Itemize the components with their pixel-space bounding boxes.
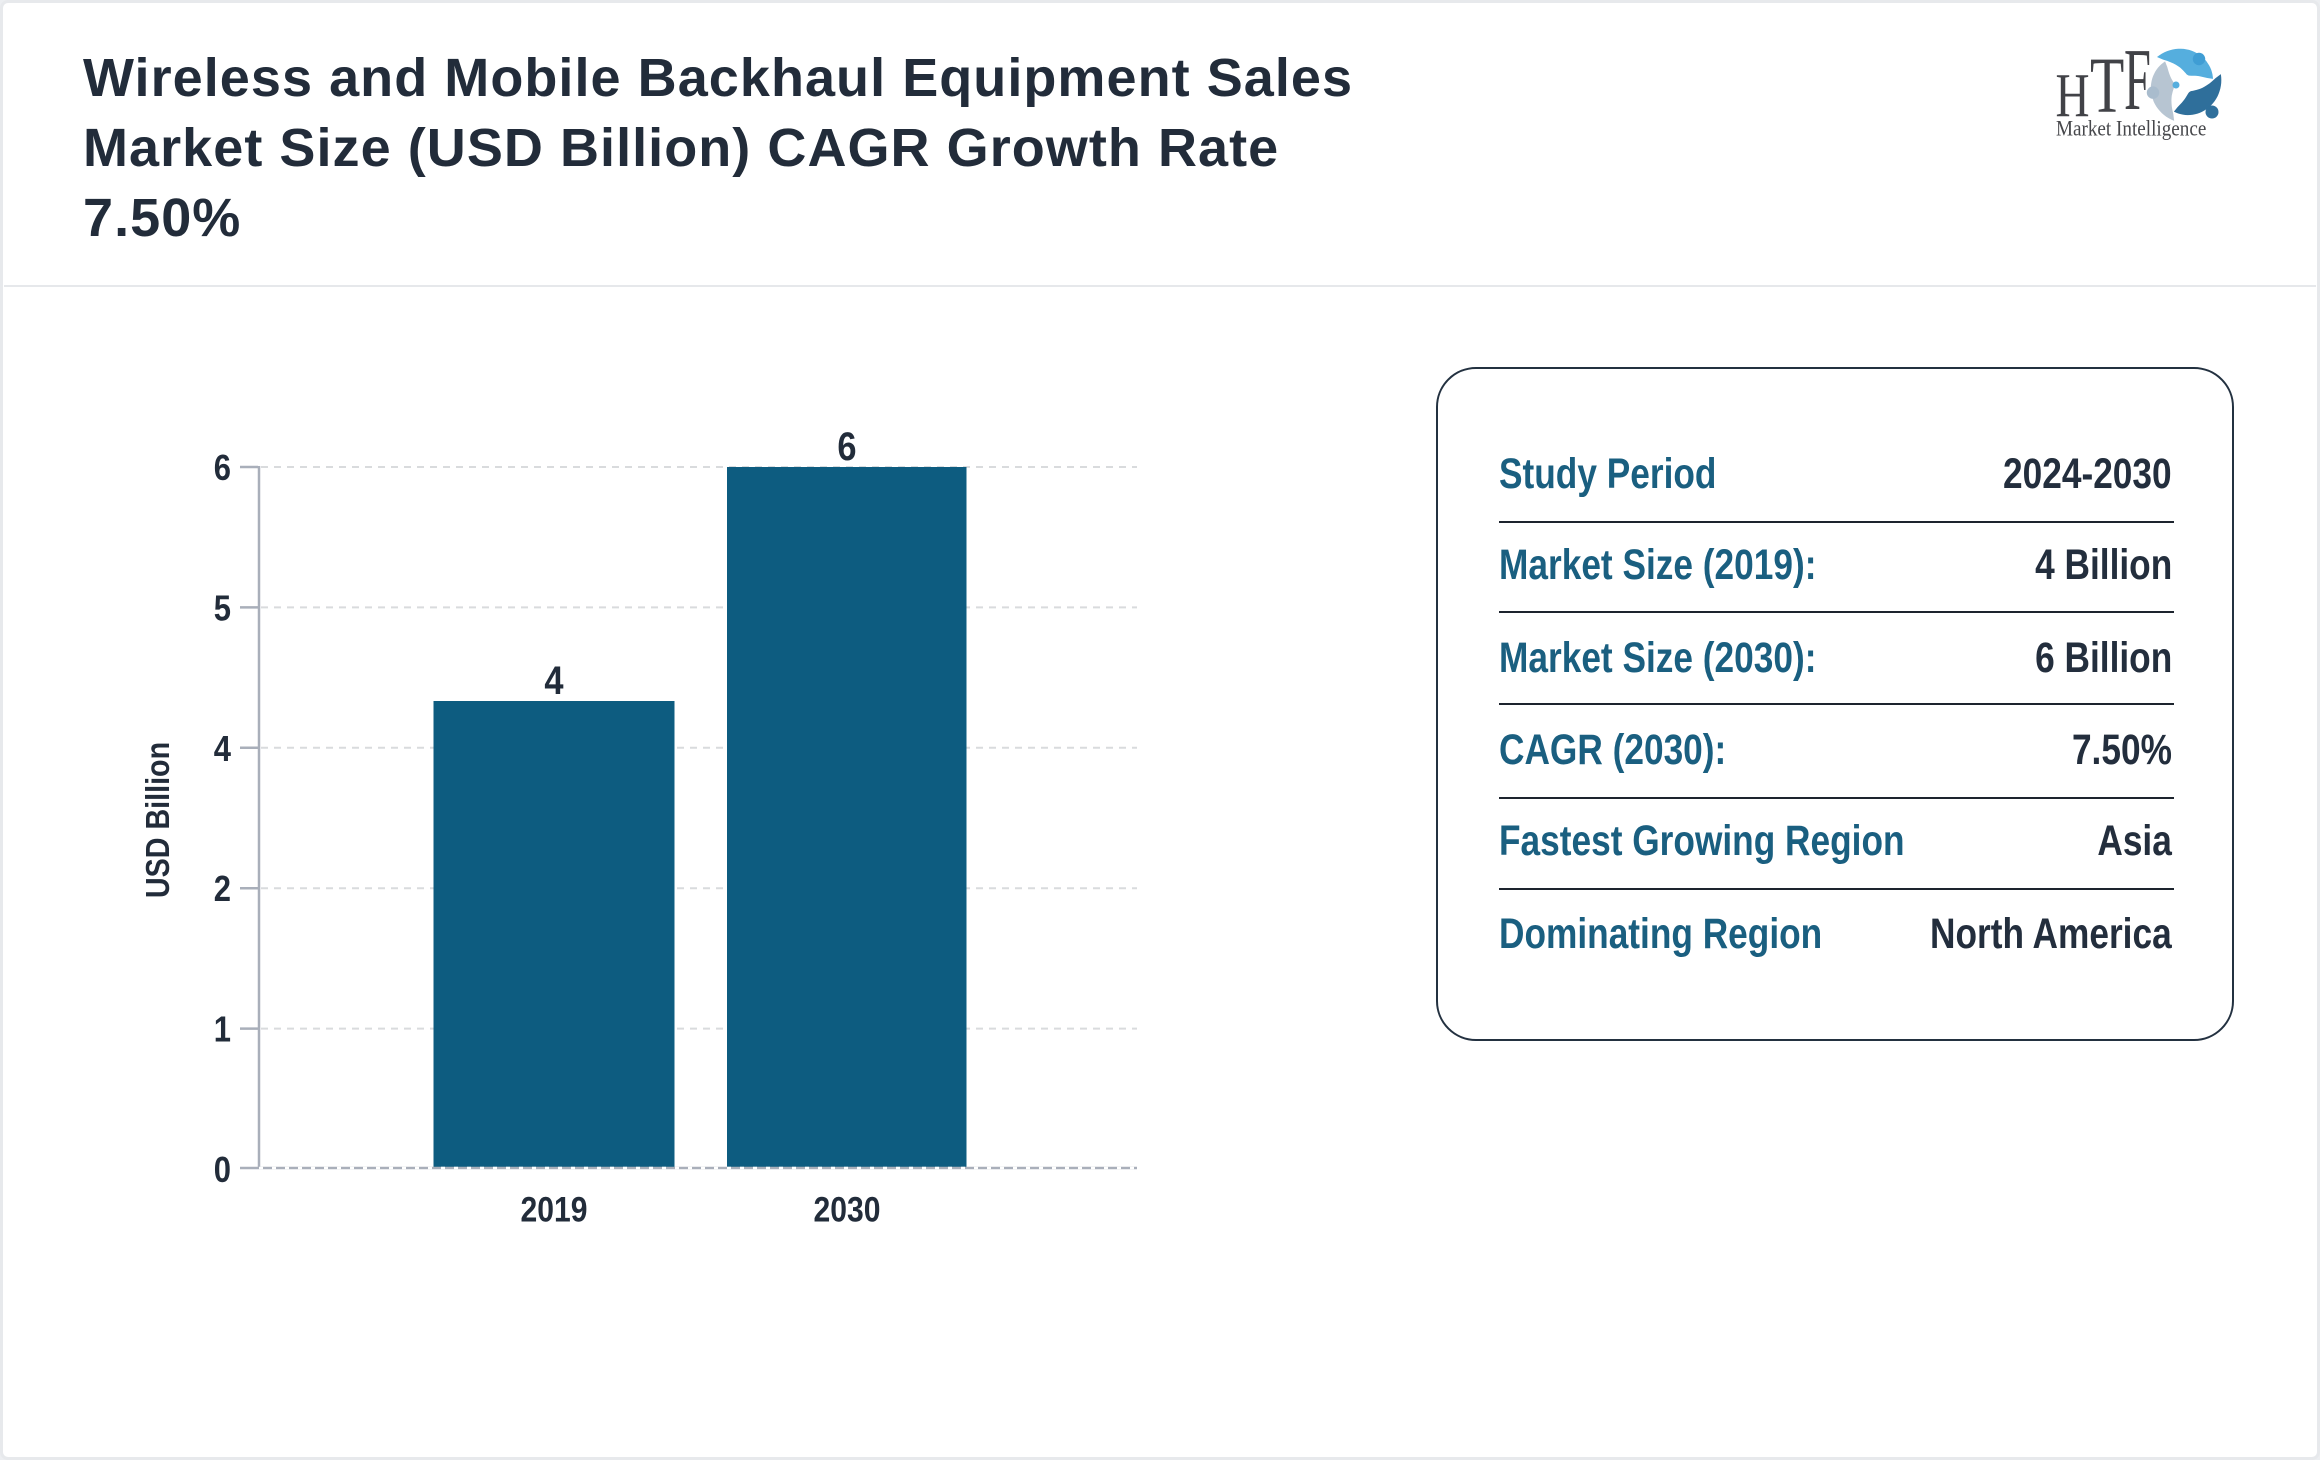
svg-text:4: 4 bbox=[544, 658, 563, 703]
svg-text:6: 6 bbox=[214, 449, 231, 489]
svg-text:USD Billion: USD Billion bbox=[139, 742, 176, 898]
svg-text:4: 4 bbox=[214, 730, 232, 770]
svg-text:0: 0 bbox=[214, 1151, 231, 1191]
svg-text:2019: 2019 bbox=[521, 1189, 588, 1229]
svg-text:2: 2 bbox=[214, 870, 231, 910]
svg-text:5: 5 bbox=[214, 589, 231, 629]
svg-text:F: F bbox=[2124, 40, 2151, 129]
svg-text:6: 6 bbox=[837, 424, 856, 469]
svg-text:1: 1 bbox=[214, 1011, 231, 1051]
svg-text:Market Intelligence: Market Intelligence bbox=[2056, 117, 2206, 140]
svg-text:T: T bbox=[2090, 42, 2124, 130]
svg-text:H: H bbox=[2056, 61, 2090, 130]
svg-text:2030: 2030 bbox=[814, 1189, 881, 1229]
